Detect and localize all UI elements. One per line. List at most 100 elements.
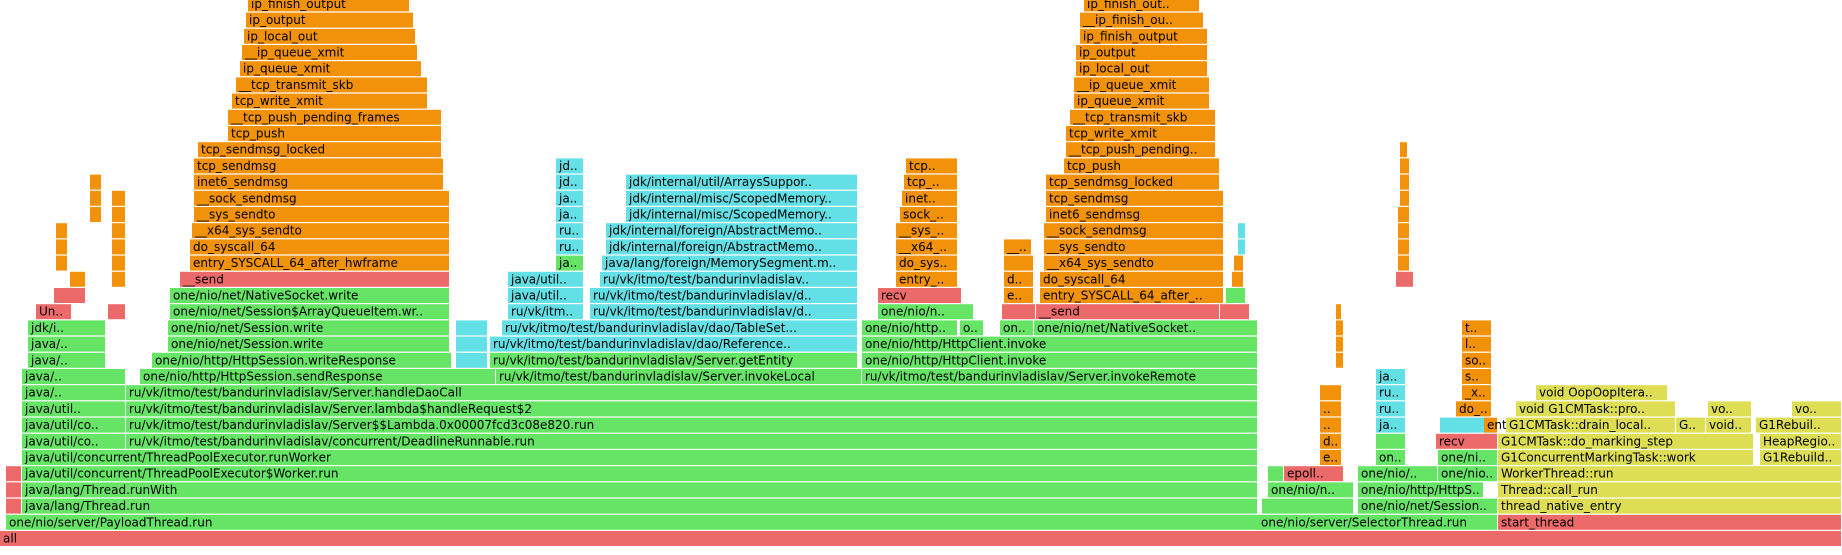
frame-java-lang-foreign-memorysegment-m-106[interactable]: java/lang/foreign/MemorySegment.m.. bbox=[602, 255, 857, 271]
frame-g1concurrentmarkingtask-work-25[interactable]: G1ConcurrentMarkingTask::work bbox=[1498, 450, 1753, 465]
frame-sock-124[interactable]: sock_.. bbox=[900, 207, 957, 222]
frame-tcp-push-142[interactable]: tcp_push bbox=[228, 126, 441, 141]
frame-void-g1cmtask-pro-49[interactable]: void G1CMTask::pro.. bbox=[1516, 401, 1675, 417]
frame-jdk-i-76[interactable]: jdk/i.. bbox=[28, 320, 105, 336]
frame-sock-sendmsg-126[interactable]: __sock_sendmsg bbox=[194, 190, 449, 206]
frame-o-81[interactable]: o.. bbox=[960, 320, 983, 336]
frame-ru-vk-itmo-test-bandurinvladislav-d-88[interactable]: ru/vk/itmo/test/bandurinvladislav/d.. bbox=[590, 304, 857, 320]
frame-ip-local-out-154[interactable]: ip_local_out bbox=[244, 28, 415, 44]
frame-tcp-sendmsg-locked-135[interactable]: tcp_sendmsg_locked bbox=[1046, 174, 1219, 190]
frame-java-52[interactable]: java/.. bbox=[22, 385, 125, 401]
frame-ru-vk-itmo-test-bandurinvladislav-concurrent-deadlinerunnable-run-28[interactable]: ru/vk/itmo/test/bandurinvladislav/concur… bbox=[126, 433, 1257, 449]
frame-unlabeled-184[interactable] bbox=[1398, 223, 1409, 239]
frame-java-util-93[interactable]: java/util.. bbox=[508, 288, 583, 303]
frame-g1rebuil-43[interactable]: G1Rebuil.. bbox=[1756, 417, 1841, 433]
frame-entry-101[interactable]: entry_.. bbox=[896, 271, 957, 287]
frame-unlabeled-189[interactable] bbox=[1400, 142, 1407, 158]
frame-g-41[interactable]: G.. bbox=[1676, 417, 1705, 433]
frame-ru-vk-itm-87[interactable]: ru/vk/itm.. bbox=[508, 304, 583, 320]
frame-unlabeled-185[interactable] bbox=[1398, 207, 1409, 222]
frame-ip-output-156[interactable]: ip_output bbox=[246, 12, 413, 28]
frame-unlabeled-163[interactable] bbox=[56, 255, 67, 271]
frame-sys-119[interactable]: __sys_.. bbox=[896, 223, 957, 239]
frame-java-lang-thread-run-5[interactable]: java/lang/Thread.run bbox=[22, 498, 1257, 514]
frame-jd-137[interactable]: jd.. bbox=[556, 158, 583, 174]
frame-ip-finish-ou-157[interactable]: __ip_finish_ou.. bbox=[1080, 12, 1203, 28]
frame-void-42[interactable]: void.. bbox=[1706, 417, 1751, 433]
frame-unlabeled-14[interactable] bbox=[6, 466, 21, 482]
frame-unlabeled-4[interactable] bbox=[6, 498, 21, 514]
frame-ru-vk-itmo-test-bandurinvladislav-server-invokelocal-60[interactable]: ru/vk/itmo/test/bandurinvladislav/Server… bbox=[496, 369, 861, 384]
frame-do-48[interactable]: do_.. bbox=[1456, 401, 1491, 417]
frame-unlabeled-165[interactable] bbox=[56, 223, 67, 239]
frame-unlabeled-188[interactable] bbox=[1400, 158, 1409, 174]
frame-unlabeled-162[interactable] bbox=[70, 271, 85, 287]
frame-unlabeled-172[interactable] bbox=[112, 223, 125, 239]
frame-do-syscall-64-110[interactable]: do_syscall_64 bbox=[190, 239, 449, 255]
frame-jdk-internal-misc-scopedmemory-128[interactable]: jdk/internal/misc/ScopedMemory.. bbox=[626, 190, 857, 206]
frame-sys-sendto-115[interactable]: __sys_sendto bbox=[1044, 239, 1223, 255]
frame-one-nio-net-session-write-77[interactable]: one/nio/net/Session.write bbox=[168, 320, 449, 336]
frame-tcp-push-pending-141[interactable]: __tcp_push_pending.. bbox=[1066, 142, 1215, 158]
frame-so-69[interactable]: so.. bbox=[1462, 352, 1491, 368]
frame-one-nio-net-session-7[interactable]: one/nio/net/Session.. bbox=[1358, 498, 1497, 514]
frame-unlabeled-166[interactable] bbox=[90, 207, 101, 222]
frame-unlabeled-180[interactable] bbox=[1238, 223, 1245, 239]
frame-ru-vk-itmo-test-bandurinvladislav-d-94[interactable]: ru/vk/itmo/test/bandurinvladislav/d.. bbox=[590, 288, 857, 303]
frame-ru-vk-itmo-test-bandurinvladislav-server-getentity-67[interactable]: ru/vk/itmo/test/bandurinvladislav/Server… bbox=[490, 352, 857, 368]
frame-thread-native-entry-8[interactable]: thread_native_entry bbox=[1498, 498, 1841, 514]
frame-ja-122[interactable]: ja.. bbox=[556, 207, 583, 222]
frame-ja-37[interactable]: ja.. bbox=[1376, 417, 1405, 433]
frame-jd-132[interactable]: jd.. bbox=[556, 174, 583, 190]
frame-ru-vk-itmo-test-bandurinvladislav-server-invokeremote-61[interactable]: ru/vk/itmo/test/bandurinvladislav/Server… bbox=[862, 369, 1257, 384]
frame-unlabeled-66[interactable] bbox=[456, 352, 487, 368]
frame-on-82[interactable]: on.. bbox=[1000, 320, 1033, 336]
frame-unlabeled-169[interactable] bbox=[112, 271, 125, 287]
frame-all-0[interactable]: all bbox=[0, 531, 1841, 546]
frame-one-nio-http-httpclient-invoke-68[interactable]: one/nio/http/HttpClient.invoke bbox=[862, 352, 1257, 368]
frame-ru-vk-itmo-test-bandurinvladislav-server-handledaocall-53[interactable]: ru/vk/itmo/test/bandurinvladislav/Server… bbox=[126, 385, 1257, 401]
frame-e-22[interactable]: e.. bbox=[1320, 450, 1341, 465]
frame-one-nio-net-session-write-71[interactable]: one/nio/net/Session.write bbox=[168, 336, 449, 352]
frame-tcp-sendmsg-136[interactable]: tcp_sendmsg bbox=[194, 158, 443, 174]
frame-unlabeled-191[interactable] bbox=[1336, 336, 1343, 352]
frame-tcp-push-139[interactable]: tcp_push bbox=[1064, 158, 1219, 174]
frame-tcp-sendmsg-locked-140[interactable]: tcp_sendmsg_locked bbox=[198, 142, 441, 158]
frame-one-ni-24[interactable]: one/ni.. bbox=[1438, 450, 1497, 465]
frame-ip-queue-xmit-149[interactable]: __ip_queue_xmit bbox=[1074, 77, 1209, 93]
frame-tcp-write-xmit-143[interactable]: tcp_write_xmit bbox=[1066, 126, 1215, 141]
frame-epoll-17[interactable]: epoll.. bbox=[1284, 466, 1343, 482]
frame--114[interactable]: __.. bbox=[1004, 239, 1031, 255]
frame-unlabeled-193[interactable] bbox=[1336, 304, 1341, 320]
frame-tcp-sendmsg-130[interactable]: tcp_sendmsg bbox=[1046, 190, 1223, 206]
frame-inet-129[interactable]: inet.. bbox=[902, 190, 957, 206]
frame-unlabeled-186[interactable] bbox=[1400, 190, 1409, 206]
frame-java-util-44[interactable]: java/util.. bbox=[22, 401, 125, 417]
frame-unlabeled-90[interactable] bbox=[1002, 304, 1035, 320]
frame-java-70[interactable]: java/.. bbox=[28, 336, 105, 352]
frame-jdk-internal-foreign-abstractmemo-112[interactable]: jdk/internal/foreign/AbstractMemo.. bbox=[606, 239, 857, 255]
frame-unlabeled-38[interactable] bbox=[1440, 417, 1489, 433]
frame-unlabeled-173[interactable] bbox=[112, 207, 125, 222]
frame-l-75[interactable]: l.. bbox=[1462, 336, 1491, 352]
frame-unlabeled-181[interactable] bbox=[1396, 271, 1413, 287]
frame-x-56[interactable]: _x.. bbox=[1462, 385, 1491, 401]
frame-unlabeled-108[interactable] bbox=[1004, 255, 1033, 271]
frame-do-sys-107[interactable]: do_sys.. bbox=[896, 255, 957, 271]
frame-recv-31[interactable]: recv bbox=[1436, 433, 1497, 449]
frame-t-84[interactable]: t.. bbox=[1462, 320, 1491, 336]
frame-one-nio-net-nativesocket-83[interactable]: one/nio/net/NativeSocket.. bbox=[1034, 320, 1257, 336]
frame-one-nio-http-httpsession-writeresponse-65[interactable]: one/nio/http/HttpSession.writeResponse bbox=[152, 352, 451, 368]
frame-ja-62[interactable]: ja.. bbox=[1376, 369, 1405, 384]
frame-one-nio-n-89[interactable]: one/nio/n.. bbox=[878, 304, 973, 320]
frame-ip-queue-xmit-150[interactable]: ip_queue_xmit bbox=[240, 61, 421, 77]
frame-unlabeled-174[interactable] bbox=[112, 190, 125, 206]
frame-ja-105[interactable]: ja.. bbox=[556, 255, 583, 271]
frame-tcp-transmit-skb-148[interactable]: __tcp_transmit_skb bbox=[236, 77, 427, 93]
frame-on-23[interactable]: on.. bbox=[1376, 450, 1405, 465]
frame-ru-117[interactable]: ru.. bbox=[556, 223, 583, 239]
frame-unlabeled-72[interactable] bbox=[456, 336, 487, 352]
frame-unlabeled-179[interactable] bbox=[1238, 239, 1245, 255]
frame-x64-sys-sendto-116[interactable]: __x64_sys_sendto bbox=[192, 223, 449, 239]
frame-java-util-concurrent-threadpoolexecutor-worker-run-15[interactable]: java/util/concurrent/ThreadPoolExecutor$… bbox=[22, 466, 1257, 482]
